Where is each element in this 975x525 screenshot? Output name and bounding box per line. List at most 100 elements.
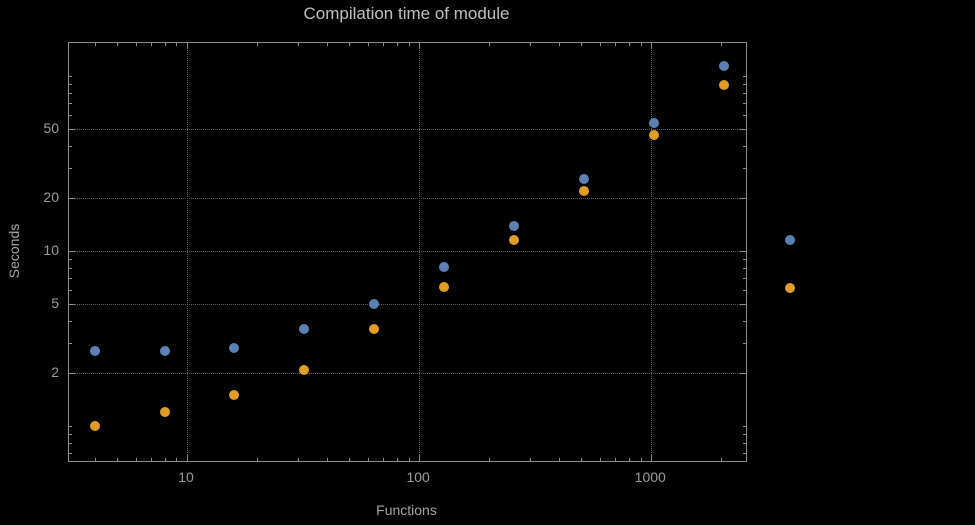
data-point	[89, 345, 100, 356]
y-tick-mark	[69, 76, 72, 78]
y-tick-mark	[69, 433, 72, 435]
y-tick-mark	[743, 433, 746, 435]
y-gridline	[69, 251, 746, 253]
y-tick-mark	[69, 84, 72, 86]
y-tick-mark	[743, 268, 746, 270]
y-tick-mark	[69, 268, 72, 270]
data-point	[718, 60, 729, 71]
data-point	[439, 282, 450, 293]
y-tick-label: 10	[43, 242, 59, 259]
chart-title: Compilation time of module	[303, 4, 510, 23]
legend-marker	[785, 235, 795, 245]
x-tick-mark	[297, 458, 299, 461]
y-tick-mark	[69, 259, 72, 261]
y-tick-mark	[69, 425, 72, 427]
y-tick-mark	[743, 167, 746, 169]
y-tick-mark	[743, 342, 746, 344]
data-point	[578, 186, 589, 197]
y-tick-mark	[743, 115, 746, 117]
x-axis-label: Functions	[376, 502, 437, 518]
y-gridline	[69, 373, 746, 375]
x-tick-mark	[256, 43, 258, 46]
x-tick-mark	[419, 43, 421, 49]
x-tick-mark	[326, 458, 328, 461]
y-tick-mark	[743, 93, 746, 95]
data-point	[89, 420, 100, 431]
y-gridline	[69, 198, 746, 200]
plot-area	[68, 42, 747, 462]
x-tick-mark	[489, 43, 491, 46]
data-point	[369, 298, 380, 309]
data-point	[508, 220, 519, 231]
x-tick-mark	[599, 43, 601, 46]
x-tick-mark	[383, 43, 385, 46]
x-tick-mark	[349, 43, 351, 46]
y-tick-mark	[69, 453, 72, 454]
x-tick-mark	[599, 458, 601, 461]
y-tick-mark	[69, 251, 75, 253]
y-tick-mark	[743, 103, 746, 105]
y-tick-mark	[69, 342, 72, 344]
y-tick-mark	[69, 198, 75, 200]
x-tick-mark	[326, 43, 328, 46]
data-point	[369, 323, 380, 334]
x-tick-mark	[176, 458, 178, 461]
y-tick-mark	[69, 167, 72, 169]
x-tick-mark	[187, 455, 189, 461]
data-point	[299, 323, 310, 334]
y-tick-mark	[69, 93, 72, 95]
data-point	[439, 262, 450, 273]
x-tick-mark	[151, 458, 153, 461]
x-tick-mark	[615, 458, 617, 461]
x-tick-mark	[187, 43, 189, 49]
x-tick-mark	[489, 458, 491, 461]
x-tick-mark	[419, 455, 421, 461]
y-tick-mark	[740, 303, 746, 305]
x-tick-mark	[151, 43, 153, 46]
y-tick-mark	[743, 259, 746, 261]
x-tick-mark	[117, 43, 119, 46]
x-tick-mark	[349, 458, 351, 461]
y-tick-mark	[743, 442, 746, 444]
y-tick-mark	[743, 76, 746, 78]
x-tick-mark	[408, 458, 410, 461]
x-tick-mark	[297, 43, 299, 46]
y-tick-label: 5	[51, 294, 59, 311]
y-tick-mark	[69, 320, 72, 322]
y-tick-mark	[69, 278, 72, 280]
x-tick-mark	[615, 43, 617, 46]
x-tick-mark	[581, 458, 583, 461]
y-tick-mark	[743, 289, 746, 291]
x-tick-mark	[529, 43, 531, 46]
x-tick-mark	[529, 458, 531, 461]
y-axis-label-container: Seconds	[2, 42, 26, 460]
data-point	[648, 130, 659, 141]
y-gridline	[69, 128, 746, 130]
x-tick-mark	[628, 458, 630, 461]
x-tick-mark	[164, 458, 166, 461]
y-tick-mark	[743, 84, 746, 86]
x-tick-mark	[117, 458, 119, 461]
y-tick-label: 50	[43, 119, 59, 136]
x-tick-mark	[94, 458, 96, 461]
y-tick-mark	[69, 128, 75, 130]
y-tick-mark	[740, 128, 746, 130]
x-tick-mark	[408, 43, 410, 46]
y-tick-mark	[69, 373, 75, 375]
y-tick-mark	[69, 303, 75, 305]
x-tick-mark	[367, 458, 369, 461]
y-tick-label: 2	[51, 364, 59, 381]
y-tick-mark	[740, 373, 746, 375]
y-tick-label: 20	[43, 189, 59, 206]
y-tick-mark	[743, 145, 746, 147]
x-tick-mark	[558, 458, 560, 461]
x-tick-mark	[651, 455, 653, 461]
data-point	[578, 173, 589, 184]
y-tick-mark	[743, 453, 746, 454]
y-gridline	[69, 303, 746, 305]
data-point	[229, 342, 240, 353]
x-tick-mark	[135, 458, 137, 461]
data-point	[159, 345, 170, 356]
y-tick-mark	[69, 145, 72, 147]
